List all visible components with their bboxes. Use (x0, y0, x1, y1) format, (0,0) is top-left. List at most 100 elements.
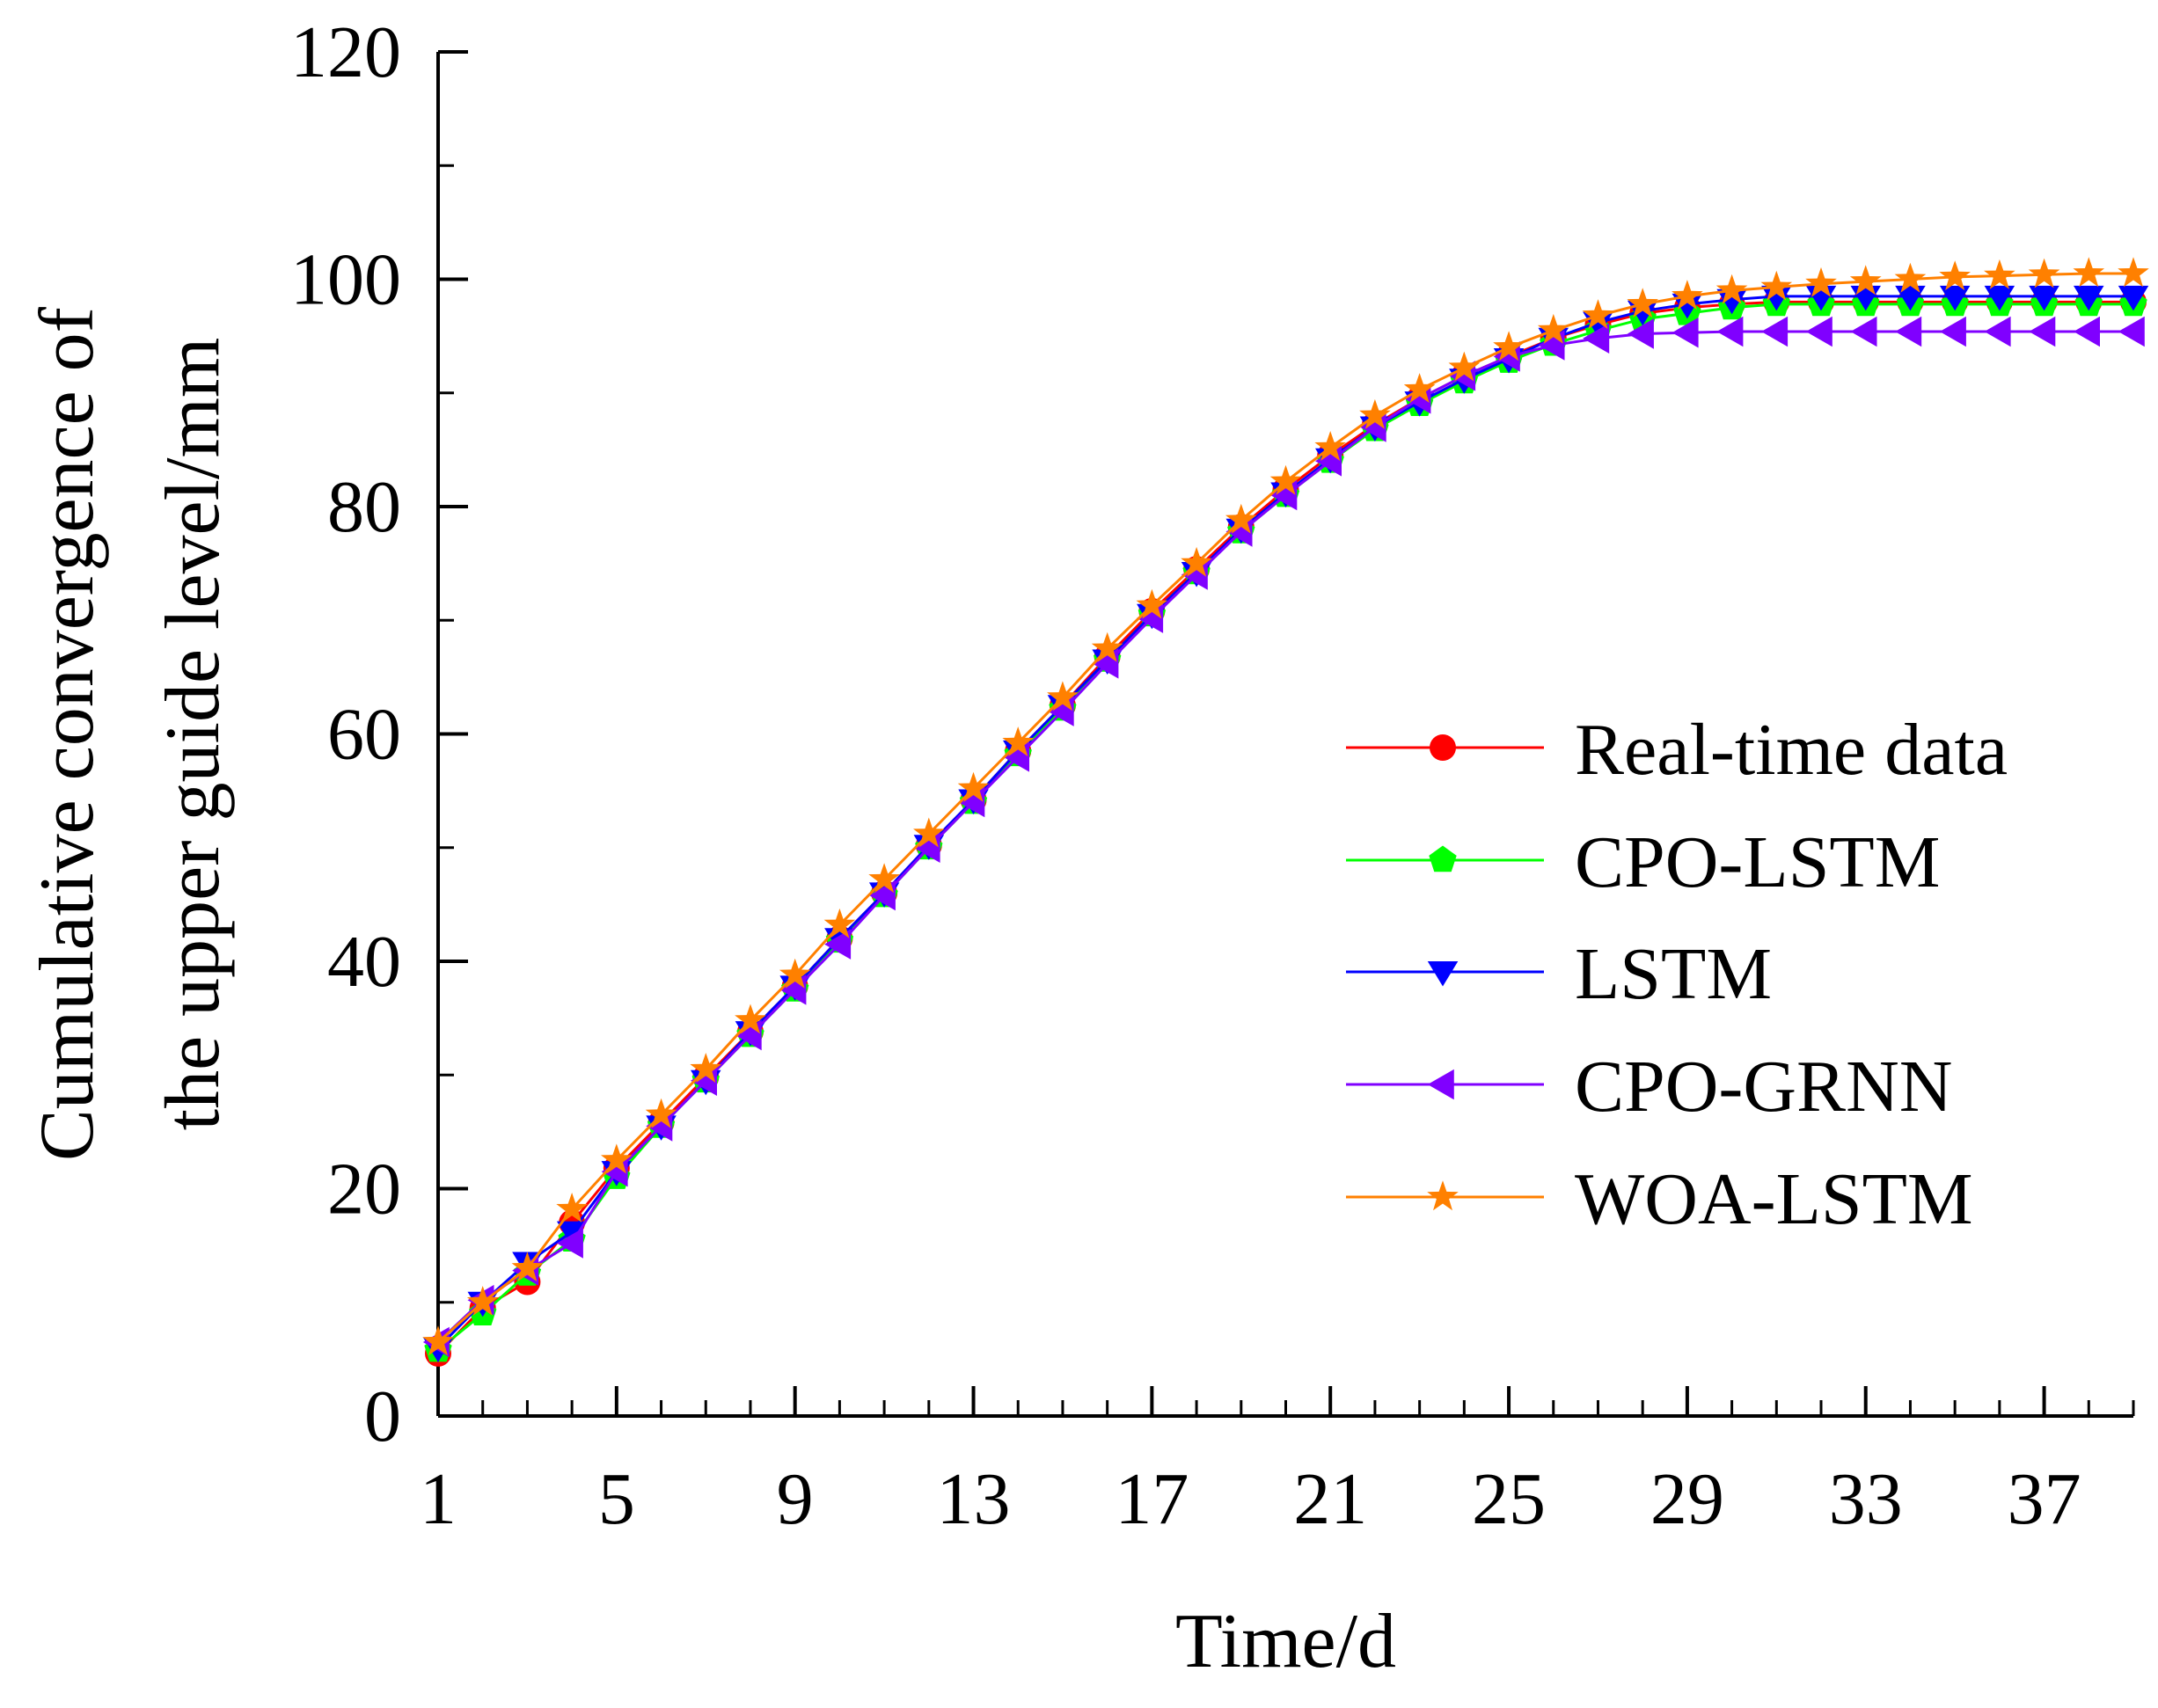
data-point (556, 1221, 588, 1247)
data-point (824, 929, 852, 960)
legend-entry: WOA-LSTM (1346, 1158, 1973, 1240)
data-point (1672, 318, 1699, 348)
data-point (1537, 313, 1569, 344)
data-point (1627, 288, 1658, 318)
data-point (1002, 726, 1035, 756)
data-point (2074, 285, 2104, 311)
x-tick-label: 1 (420, 1458, 457, 1540)
data-point (868, 863, 900, 894)
y-tick-label: 20 (327, 1149, 401, 1230)
data-point (1761, 285, 1792, 311)
legend-label: WOA-LSTM (1575, 1158, 1973, 1240)
data-point (1760, 270, 1793, 301)
data-point (645, 1098, 677, 1128)
x-tick-label: 9 (777, 1458, 814, 1540)
y-tick-label: 100 (290, 239, 401, 321)
data-point (1493, 331, 1525, 361)
data-point (1047, 681, 1079, 712)
y-axis-title-line-2: the upper guide level/mm (150, 338, 236, 1131)
data-point (1984, 259, 2015, 289)
x-tick-label: 37 (2008, 1458, 2081, 1540)
legend-entry: LSTM (1346, 933, 1772, 1015)
legend: Real-time data CPO-LSTM LSTM CPO-GRNN WOA-LS… (1346, 709, 2008, 1240)
data-point (1895, 316, 1922, 347)
legend-marker (1430, 734, 1456, 761)
data-point (1181, 546, 1212, 577)
data-point (1715, 274, 1748, 304)
legend-entry: Real-time data (1346, 709, 2008, 791)
data-point (1359, 398, 1391, 429)
data-point (1894, 262, 1927, 293)
data-point (1761, 316, 1789, 347)
legend-marker (1427, 961, 1459, 987)
y-tick-label: 80 (327, 466, 401, 548)
data-point (735, 1004, 766, 1034)
y-tick-label: 0 (364, 1376, 401, 1457)
legend-label: CPO-LSTM (1575, 821, 1940, 903)
series-layer (422, 257, 2149, 1367)
data-point (1716, 288, 1747, 315)
data-point (2029, 316, 2056, 347)
data-point (2074, 316, 2100, 347)
data-point (1984, 316, 2011, 347)
data-point (1448, 351, 1481, 382)
data-point (2118, 316, 2145, 347)
y-axis-title-line-1: Cumulative convergence of (25, 306, 110, 1161)
legend-marker (1427, 1069, 1454, 1100)
data-point (1849, 265, 1882, 296)
legend-marker (1427, 1180, 1459, 1211)
data-point (1939, 316, 1966, 347)
data-point (1672, 280, 1703, 310)
data-point (2118, 257, 2149, 288)
data-point (1805, 266, 1837, 297)
data-point (1939, 260, 1971, 291)
x-tick-label: 25 (1472, 1458, 1546, 1540)
y-tick-label: 40 (327, 921, 401, 1003)
x-tick-label: 5 (598, 1458, 635, 1540)
legend-label: Real-time data (1575, 709, 2008, 791)
data-point (1716, 316, 1744, 347)
data-point (957, 771, 990, 802)
x-tick-label: 21 (1293, 1458, 1367, 1540)
data-point (2028, 258, 2060, 288)
data-point (511, 1252, 544, 1282)
data-point (1582, 299, 1614, 329)
data-point (1314, 431, 1346, 461)
axis-ticks: 0 20 40 60 80 100 120 1 5 9 13 17 21 25 29 33 37 (290, 11, 2135, 1540)
data-point (601, 1143, 633, 1174)
x-tick-label: 33 (1829, 1458, 1903, 1540)
x-axis-title: Time/d (1175, 1599, 1396, 1684)
x-tick-label: 13 (937, 1458, 1011, 1540)
data-point (1984, 285, 2015, 311)
data-point (1895, 285, 1926, 311)
data-point (2118, 285, 2149, 311)
y-tick-label: 120 (290, 11, 401, 93)
data-point (823, 908, 856, 938)
data-point (1672, 293, 1703, 319)
legend-label: LSTM (1575, 933, 1772, 1015)
data-point (1091, 631, 1123, 662)
data-point (2073, 257, 2105, 288)
data-point (1850, 316, 1877, 347)
data-point (1225, 503, 1257, 534)
data-point (779, 958, 811, 989)
data-point (1627, 318, 1654, 349)
data-point (690, 1053, 722, 1083)
series-woa-lstm (422, 257, 2149, 1356)
x-tick-label: 29 (1650, 1458, 1724, 1540)
legend-marker (1429, 845, 1457, 872)
axis-titles: Time/d Cumulative convergence of the upper… (25, 306, 1396, 1684)
data-point (556, 1193, 588, 1223)
legend-label: CPO-GRNN (1575, 1046, 1952, 1128)
legend-entry: CPO-GRNN (1346, 1046, 1952, 1128)
data-point (2029, 285, 2059, 311)
data-point (913, 817, 945, 848)
data-point (1136, 588, 1168, 619)
data-point (1805, 316, 1832, 347)
y-tick-label: 60 (327, 694, 401, 776)
data-point (1939, 285, 1971, 311)
data-point (1269, 464, 1302, 495)
legend-entry: CPO-LSTM (1346, 821, 1940, 903)
x-tick-label: 17 (1115, 1458, 1189, 1540)
